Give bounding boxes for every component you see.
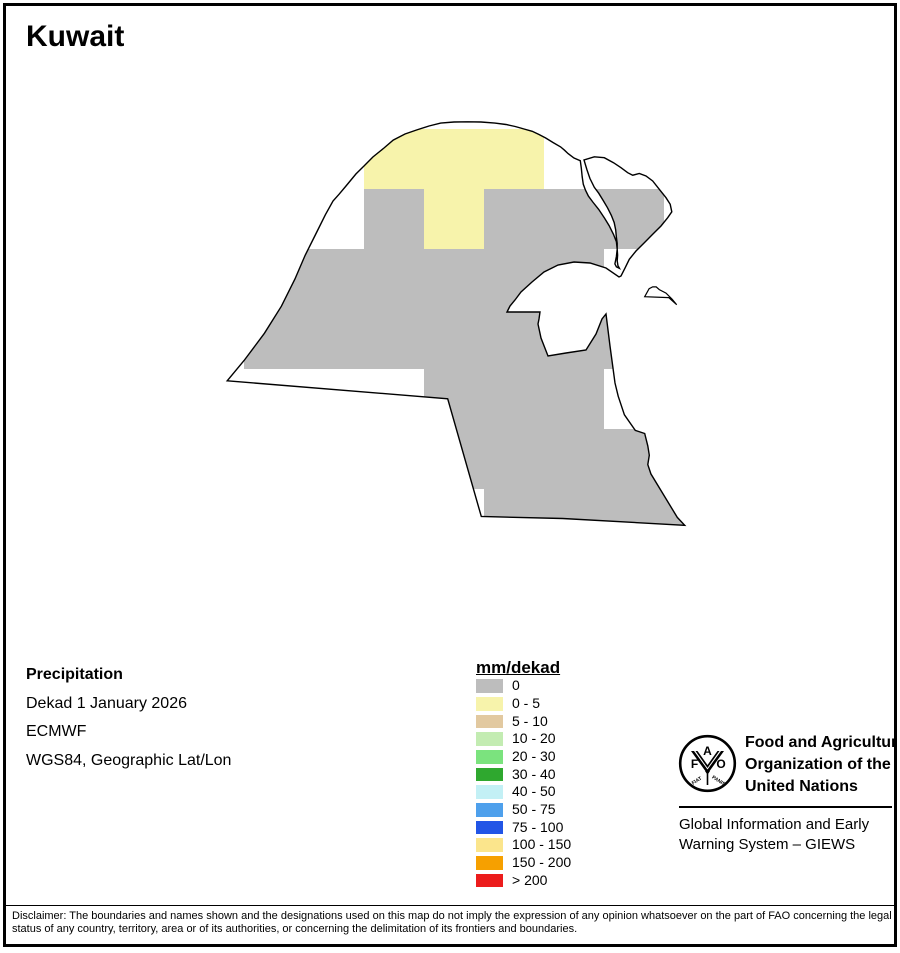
svg-text:A: A [703,744,712,758]
svg-text:FIAT: FIAT [691,776,703,787]
